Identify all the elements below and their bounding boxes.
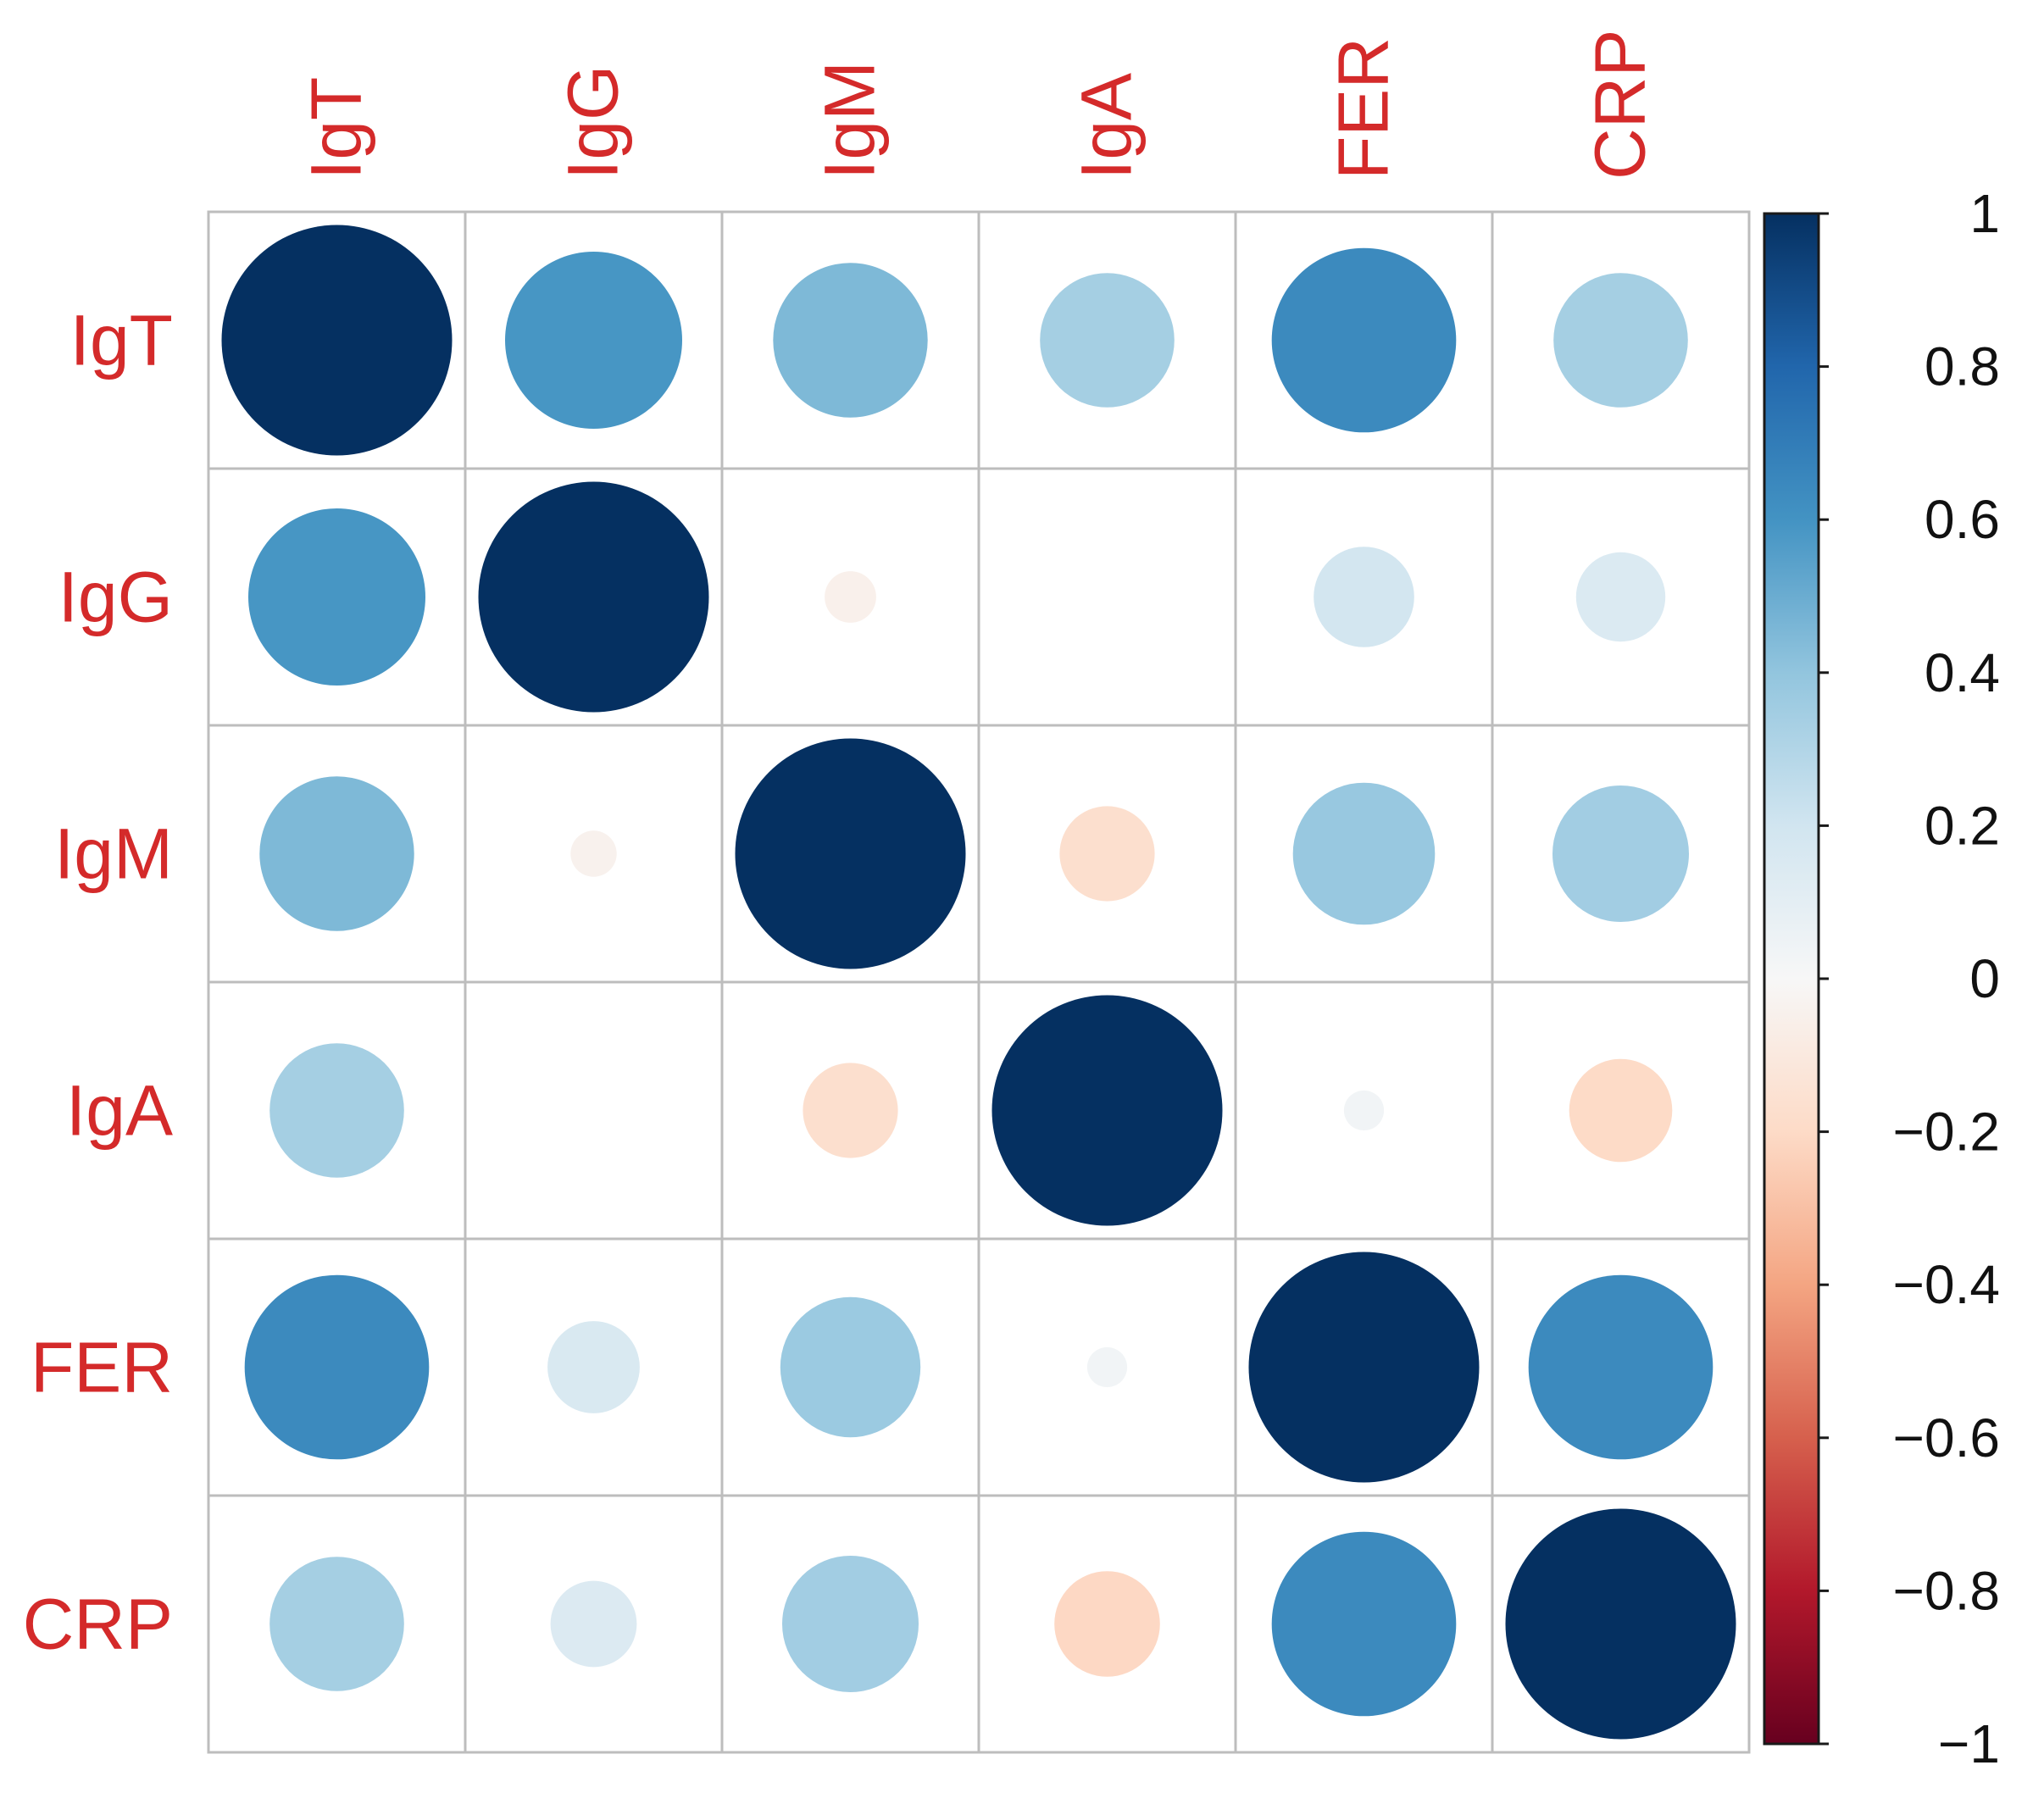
corr-circle-igm-igg	[570, 830, 617, 877]
corr-circle-igt-crp	[1553, 273, 1688, 408]
corr-circle-fer-iga	[1086, 1346, 1128, 1388]
corr-circle-igm-fer	[1292, 782, 1436, 925]
corr-circle-igg-fer	[1314, 547, 1414, 647]
colorbar-tick-label: −0.2	[1893, 1102, 2000, 1163]
colorbar-tick-label: 1	[1969, 183, 2000, 244]
colorbar-tick-label: 0	[1969, 948, 2000, 1009]
correlation-circles	[221, 225, 1736, 1740]
colorbar-tick-label: −0.8	[1893, 1560, 2000, 1621]
corr-circle-iga-igt	[269, 1043, 404, 1178]
colorbar-tick-label: −0.6	[1893, 1407, 2000, 1468]
grid-cell	[464, 980, 724, 1241]
corr-circle-igt-igm	[773, 263, 928, 418]
colorbar-tick-label: 0.2	[1925, 795, 2000, 856]
corr-circle-igm-igt	[259, 776, 414, 931]
row-label-crp: CRP	[23, 1585, 173, 1664]
corr-circle-crp-fer	[1271, 1531, 1457, 1717]
row-label-fer: FER	[31, 1328, 173, 1407]
col-label-fer: FER	[1324, 37, 1403, 180]
colorbar-gradient	[1763, 212, 1820, 1746]
corr-circle-igm-crp	[1552, 785, 1689, 922]
corr-circle-igt-igt	[221, 225, 453, 456]
col-label-igm: IgM	[810, 61, 890, 180]
col-label-iga: IgA	[1067, 73, 1147, 180]
corr-circle-iga-iga	[991, 995, 1223, 1226]
colorbar-tick-label: −0.4	[1893, 1254, 2000, 1315]
corr-circle-fer-igm	[780, 1296, 921, 1438]
colorbar: 1 0.8 0.6 0.4 0.2 0 −0.2 −0.4 −0.6 −0.8 −1	[1763, 183, 2000, 1774]
corr-circle-igt-fer	[1271, 247, 1457, 433]
corr-circle-igm-igm	[735, 738, 966, 969]
variable-labels: IgT IgT IgG IgG IgM IgM IgA IgA FER FER CRP CRP	[23, 30, 1660, 1664]
corr-circle-fer-crp	[1528, 1274, 1714, 1460]
correlation-grid	[207, 210, 1751, 1754]
corr-circle-iga-igm	[803, 1063, 898, 1158]
corr-circle-fer-igg	[547, 1321, 640, 1413]
corr-circle-igg-igm	[825, 571, 876, 623]
corr-circle-crp-igm	[782, 1556, 919, 1692]
corr-circle-iga-crp	[1569, 1058, 1673, 1163]
colorbar-tick-label: −1	[1938, 1713, 2000, 1774]
corr-circle-igg-igt	[248, 508, 425, 686]
colorbar-tick-label: 0.4	[1925, 642, 2000, 703]
corr-circle-igg-crp	[1575, 552, 1666, 642]
grid-cell	[1491, 980, 1751, 1241]
row-label-igt: IgT	[70, 301, 173, 380]
corr-circle-fer-fer	[1248, 1252, 1480, 1483]
corr-circle-crp-igg	[550, 1580, 637, 1668]
corr-circle-igm-iga	[1059, 806, 1155, 902]
col-label-igg: IgG	[553, 65, 633, 180]
corr-circle-crp-igt	[269, 1557, 404, 1691]
row-label-iga: IgA	[66, 1071, 173, 1151]
colorbar-tick-label: 0.8	[1925, 336, 2000, 397]
corr-circle-igg-igg	[478, 481, 709, 713]
col-label-igt: IgT	[297, 77, 376, 180]
corr-circle-crp-iga	[1054, 1571, 1160, 1677]
corr-circle-crp-crp	[1505, 1508, 1736, 1740]
row-label-igg: IgG	[58, 558, 173, 637]
grid-cell	[977, 467, 1237, 727]
corr-circle-igt-iga	[1040, 273, 1175, 408]
corr-circle-igt-igg	[505, 252, 682, 429]
row-label-igm: IgM	[54, 814, 173, 894]
corr-circle-fer-igt	[244, 1274, 430, 1460]
colorbar-tick-label: 0.6	[1925, 489, 2000, 550]
col-label-crp: CRP	[1580, 30, 1660, 180]
corr-circle-iga-fer	[1343, 1090, 1385, 1131]
